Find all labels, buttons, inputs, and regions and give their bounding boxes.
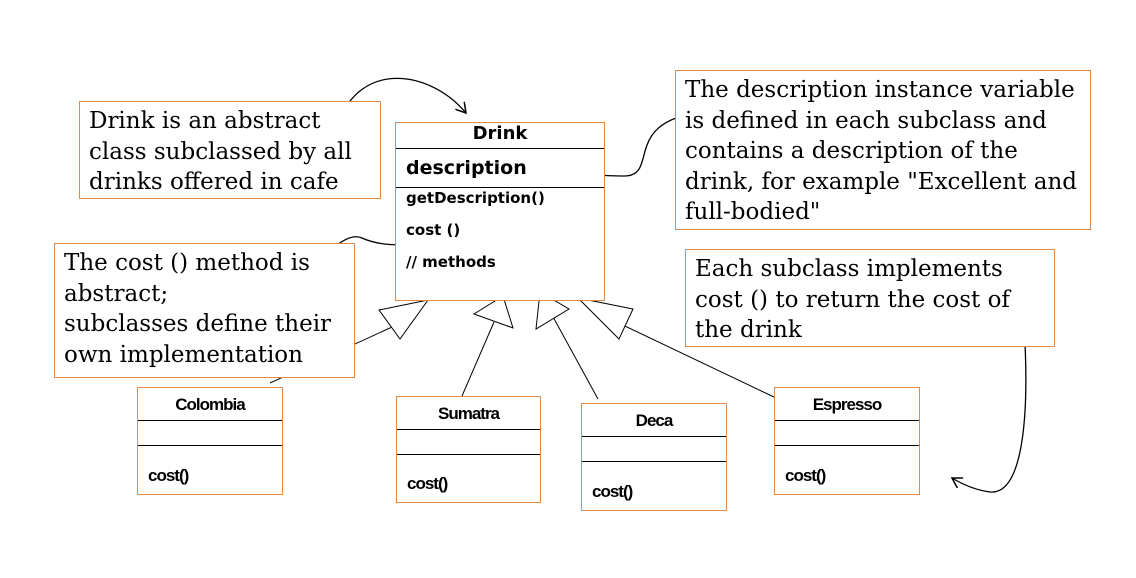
class-espresso: Espresso cost() — [774, 387, 920, 495]
class-colombia-divider — [138, 445, 282, 446]
note-description-variable-line: drink, for example "Excellent and — [685, 168, 1077, 195]
note-cost-method-line: The cost () method is — [64, 250, 310, 276]
note-cost-method-line: own implementation — [64, 341, 303, 368]
inheritance-triangle-sumatra — [472, 295, 514, 329]
note-description-variable-line: is defined in each subclass and — [685, 107, 1047, 134]
class-sumatra: Sumatra cost() — [396, 396, 541, 503]
note-subclass-implementation-line: cost () to return the cost of — [695, 286, 1010, 313]
class-colombia-name: Colombia — [138, 388, 282, 421]
class-drink-method-comment: // methods — [406, 253, 496, 271]
inheritance-line-espresso — [605, 316, 777, 399]
arrow-subclass-note-to-espresso — [952, 324, 1027, 493]
inheritance-triangle-colombia — [378, 299, 430, 340]
class-deca-method: cost() — [592, 482, 633, 501]
inheritance-triangle-espresso — [576, 297, 634, 340]
note-description-variable-line: full-bodied" — [685, 199, 821, 225]
note-cost-method: The cost () method is abstract; subclass… — [54, 243, 355, 378]
class-sumatra-name: Sumatra — [397, 397, 540, 430]
inheritance-line-deca — [551, 314, 599, 400]
class-drink-method-cost: cost () — [406, 221, 461, 239]
inheritance-line-sumatra — [461, 321, 495, 397]
class-drink-name: Drink — [396, 123, 604, 149]
class-espresso-divider — [775, 445, 919, 446]
note-description-variable: The description instance variable is def… — [675, 70, 1091, 230]
note-subclass-implementation: Each subclass implements cost () to retu… — [685, 249, 1055, 347]
note-cost-method-line: subclasses define their — [64, 311, 332, 337]
note-abstract-class-line: Drink is an abstract — [89, 108, 321, 134]
class-colombia-method: cost() — [148, 466, 189, 485]
class-deca-name: Deca — [582, 404, 726, 437]
class-drink: Drink description getDescription() cost … — [395, 122, 605, 301]
note-subclass-implementation-line: Each subclass implements — [695, 256, 1003, 282]
class-deca-divider — [582, 461, 726, 462]
class-sumatra-method: cost() — [407, 474, 448, 493]
class-drink-method-getdescription: getDescription() — [406, 189, 545, 207]
note-abstract-class: Drink is an abstract class subclassed by… — [79, 101, 381, 199]
note-abstract-class-line: class subclassed by all — [89, 138, 352, 165]
note-abstract-class-line: drinks offered in cafe — [89, 169, 339, 195]
class-deca: Deca cost() — [581, 403, 727, 511]
class-drink-attribute: description — [406, 157, 527, 179]
class-sumatra-divider — [397, 454, 540, 455]
note-description-variable-line: contains a description of the — [685, 138, 1018, 164]
note-subclass-implementation-line: the drink — [695, 317, 802, 343]
class-colombia: Colombia cost() — [137, 387, 283, 495]
note-cost-method-line: abstract; — [64, 280, 169, 307]
class-espresso-method: cost() — [785, 466, 826, 485]
note-description-variable-line: The description instance variable — [685, 77, 1075, 103]
class-drink-divider — [396, 187, 604, 188]
class-espresso-name: Espresso — [775, 388, 919, 421]
